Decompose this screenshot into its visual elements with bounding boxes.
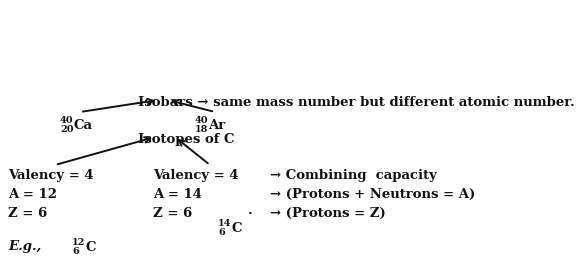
Text: → Combining  capacity: → Combining capacity (270, 169, 437, 182)
Text: 20: 20 (60, 125, 74, 134)
Text: Z = 6: Z = 6 (8, 207, 47, 220)
Text: → (Protons + Neutrons = A): → (Protons + Neutrons = A) (270, 188, 475, 201)
Text: C: C (85, 241, 95, 254)
Text: 6: 6 (218, 228, 225, 237)
Text: Isobars → same mass number but different atomic number.: Isobars → same mass number but different… (138, 96, 575, 109)
Text: Ar: Ar (208, 119, 225, 132)
Text: Z = 6: Z = 6 (153, 207, 192, 220)
Text: 6: 6 (72, 247, 79, 256)
Text: 14: 14 (218, 219, 232, 228)
Text: C: C (231, 222, 242, 235)
Text: 40: 40 (60, 116, 74, 125)
Text: Ca: Ca (73, 119, 92, 132)
Text: E.g.,: E.g., (8, 240, 41, 253)
Text: Valency = 4: Valency = 4 (153, 169, 239, 182)
Text: Valency = 4: Valency = 4 (8, 169, 94, 182)
Text: → (Protons = Z): → (Protons = Z) (270, 207, 386, 220)
Text: Isotopes of C: Isotopes of C (138, 133, 235, 146)
Text: A = 14: A = 14 (153, 188, 202, 201)
Text: 18: 18 (195, 125, 208, 134)
Text: 12: 12 (72, 238, 86, 247)
Text: 40: 40 (195, 116, 208, 125)
Text: A = 12: A = 12 (8, 188, 57, 201)
Text: ·: · (248, 207, 253, 220)
